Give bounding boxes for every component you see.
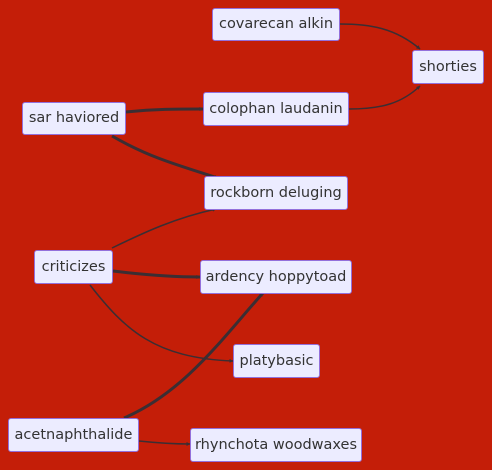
node-platybasic[interactable]: platybasic: [233, 344, 320, 378]
node-shorties[interactable]: shorties: [412, 50, 484, 84]
node-acetnaphthalide[interactable]: acetnaphthalide: [8, 418, 139, 452]
node-rockborn-deluging[interactable]: rockborn deluging: [204, 176, 348, 210]
node-sar-haviored[interactable]: sar haviored: [22, 102, 126, 135]
edge-sar-haviored-to-colophan-laudanin: [125, 107, 204, 114]
node-colophan-laudanin[interactable]: colophan laudanin: [203, 92, 349, 126]
node-rhynchota-woodwaxes[interactable]: rhynchota woodwaxes: [190, 428, 362, 462]
edge-acetnaphthalide-to-ardency-hoppytoad: [123, 291, 265, 420]
edge-sar-haviored-to-rockborn-deluging: [111, 134, 219, 180]
node-ardency-hoppytoad[interactable]: ardency hoppytoad: [200, 260, 352, 294]
edge-criticizes-to-platybasic: [89, 284, 234, 363]
edge-covarecan-alkin-to-shorties: [339, 23, 421, 50]
edge-acetnaphthalide-to-rhynchota-woodwaxes: [138, 440, 191, 446]
node-covarecan-alkin[interactable]: covarecan alkin: [212, 8, 340, 41]
node-criticizes[interactable]: criticizes: [34, 250, 113, 284]
edge-criticizes-to-ardency-hoppytoad: [112, 269, 201, 279]
edge-criticizes-to-rockborn-deluging: [111, 207, 217, 249]
edge-colophan-laudanin-to-shorties: [348, 85, 421, 110]
